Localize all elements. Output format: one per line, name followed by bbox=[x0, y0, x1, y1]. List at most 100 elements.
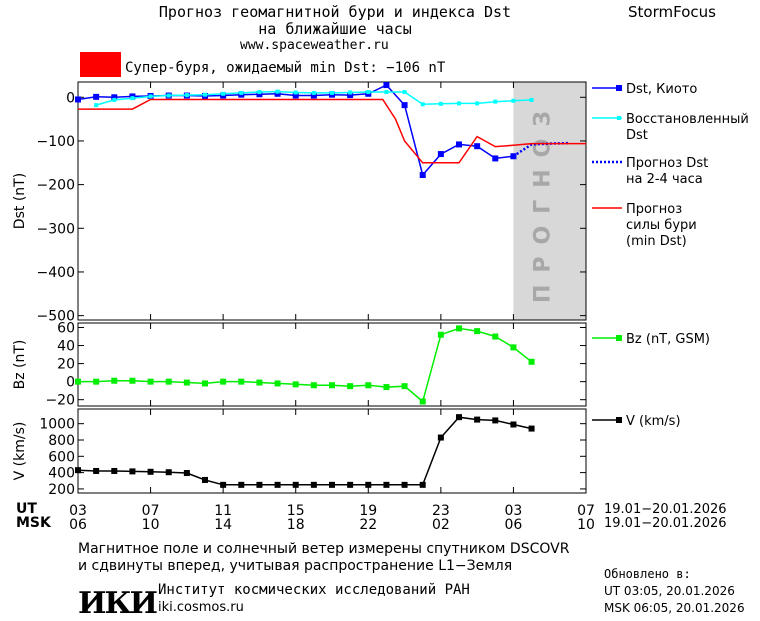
data-point-0-1-22 bbox=[493, 99, 498, 104]
series-line-2-0 bbox=[77, 416, 532, 486]
data-point-1-0-0 bbox=[75, 378, 81, 385]
y-tick-label-1-3: 0 bbox=[66, 375, 75, 391]
data-point-1-0-9 bbox=[238, 378, 245, 385]
data-point-0-1-8 bbox=[239, 90, 244, 95]
panel-frame-0 bbox=[77, 81, 587, 321]
footer-note-line2: и сдвинуты вперед, учитывая распростране… bbox=[78, 558, 513, 574]
data-point-0-1-12 bbox=[311, 90, 316, 95]
data-point-0-0-20 bbox=[437, 151, 444, 158]
legend-marker-0-1 bbox=[617, 116, 621, 120]
data-point-2-0-3 bbox=[129, 468, 136, 475]
alert-color-swatch bbox=[80, 52, 121, 77]
legend-label-0-1-0: Восстановленный bbox=[626, 112, 749, 127]
data-point-2-0-23 bbox=[492, 417, 499, 424]
chart-title-line1: Прогноз геомагнитной бури и индекса Dst bbox=[158, 3, 512, 21]
msk-tick-label-4: 22 bbox=[359, 517, 377, 533]
iki-logo: ИКИ bbox=[78, 586, 158, 621]
legend-label-0-0-0: Dst, Киото bbox=[626, 82, 697, 97]
ut-tick-label-4: 19 bbox=[359, 503, 377, 519]
data-point-0-1-4 bbox=[166, 93, 171, 98]
forecast-zone-label: ПРОГНОЗ bbox=[531, 99, 556, 303]
data-point-2-0-22 bbox=[474, 416, 481, 423]
data-point-0-1-23 bbox=[511, 98, 516, 103]
data-point-0-1-0 bbox=[94, 103, 99, 108]
data-point-2-0-19 bbox=[419, 481, 426, 488]
data-point-0-1-21 bbox=[475, 101, 480, 106]
data-point-0-0-21 bbox=[456, 141, 462, 148]
data-point-1-0-5 bbox=[165, 378, 172, 385]
y-axis-label-1: Bz (nT) bbox=[12, 340, 28, 390]
brand-name: StormFocus bbox=[628, 3, 716, 21]
y-tick-label-0-4: −400 bbox=[37, 265, 75, 281]
data-point-1-0-16 bbox=[365, 382, 372, 389]
legend-marker-0-0 bbox=[616, 85, 622, 91]
data-point-0-1-3 bbox=[148, 94, 153, 99]
msk-date-range: 19.01−20.01.2026 bbox=[604, 516, 727, 531]
institute-site[interactable]: iki.cosmos.ru bbox=[158, 600, 244, 615]
data-point-2-0-13 bbox=[310, 481, 317, 488]
y-tick-label-1-4: −20 bbox=[45, 393, 75, 409]
y-tick-label-1-0: 60 bbox=[57, 321, 75, 337]
y-tick-label-2-2: 600 bbox=[48, 449, 75, 465]
data-point-1-0-14 bbox=[329, 382, 335, 389]
data-point-1-0-19 bbox=[419, 398, 426, 405]
y-tick-label-2-0: 1000 bbox=[39, 417, 75, 433]
y-tick-label-1-2: 20 bbox=[57, 357, 75, 373]
ut-axis-label: UT bbox=[16, 501, 37, 517]
y-tick-label-1-1: 40 bbox=[57, 339, 75, 355]
series-line-0-3 bbox=[78, 98, 586, 164]
data-point-0-1-10 bbox=[275, 89, 280, 94]
data-point-0-1-6 bbox=[203, 92, 207, 97]
data-point-0-1-16 bbox=[384, 90, 389, 95]
y-tick-label-0-3: −300 bbox=[37, 221, 75, 237]
y-tick-label-2-4: 200 bbox=[48, 482, 75, 498]
data-point-0-0-15 bbox=[347, 92, 354, 99]
ut-tick-label-5: 23 bbox=[432, 503, 450, 519]
alert-text: Супер-буря, ожидаемый min Dst: −106 nT bbox=[125, 60, 446, 76]
data-point-0-1-24 bbox=[529, 97, 534, 102]
data-point-0-1-18 bbox=[420, 102, 425, 107]
y-tick-label-0-2: −200 bbox=[37, 178, 75, 194]
updated-msk: MSK 06:05, 20.01.2026 bbox=[604, 601, 745, 615]
data-point-1-0-6 bbox=[183, 379, 190, 386]
legend-marker-2-0 bbox=[616, 417, 622, 423]
data-point-0-1-14 bbox=[348, 90, 353, 95]
y-tick-label-2-3: 400 bbox=[48, 466, 75, 482]
data-point-0-1-19 bbox=[438, 101, 443, 106]
msk-axis-label: MSK bbox=[16, 515, 51, 531]
legend-label-0-3-2: (min Dst) bbox=[626, 234, 687, 249]
data-point-0-0-1 bbox=[93, 93, 100, 100]
ut-tick-label-0: 03 bbox=[69, 503, 87, 519]
ut-tick-label-7: 07 bbox=[577, 503, 595, 519]
msk-tick-label-7: 10 bbox=[577, 517, 595, 533]
data-point-1-0-4 bbox=[147, 378, 154, 385]
data-point-2-0-25 bbox=[528, 425, 535, 432]
data-point-2-0-1 bbox=[93, 467, 100, 474]
y-axis-label-2: V (km/s) bbox=[12, 422, 28, 481]
data-point-2-0-2 bbox=[111, 467, 118, 474]
data-point-0-0-13 bbox=[310, 92, 317, 99]
data-point-2-0-4 bbox=[147, 468, 154, 475]
legend-label-0-3-1: силы бури bbox=[626, 218, 697, 233]
updated-ut: UT 03:05, 20.01.2026 bbox=[604, 584, 735, 598]
data-point-1-0-22 bbox=[474, 328, 481, 335]
data-point-0-0-11 bbox=[274, 90, 281, 97]
data-point-2-0-16 bbox=[365, 481, 372, 488]
data-point-2-0-10 bbox=[256, 481, 263, 488]
data-point-0-0-17 bbox=[383, 82, 390, 89]
chart-title-line2: на ближайшие часы bbox=[258, 20, 412, 38]
data-point-0-0-18 bbox=[401, 102, 408, 109]
data-point-2-0-6 bbox=[183, 470, 190, 477]
legend-marker-1-0 bbox=[616, 335, 622, 341]
y-tick-label-0-5: −500 bbox=[37, 309, 75, 325]
y-axis-label-0: Dst (nT) bbox=[12, 173, 28, 229]
footer-note-line1: Магнитное поле и солнечный ветер измерен… bbox=[78, 541, 570, 557]
data-point-2-0-5 bbox=[165, 469, 172, 476]
data-point-0-0-12 bbox=[292, 92, 299, 99]
data-point-0-1-1 bbox=[112, 97, 117, 102]
website-link[interactable]: www.spaceweather.ru bbox=[240, 38, 389, 53]
data-point-1-0-23 bbox=[492, 333, 499, 340]
legend-label-0-2-1: на 2-4 часа bbox=[626, 172, 703, 187]
ut-tick-label-1: 07 bbox=[142, 503, 160, 519]
